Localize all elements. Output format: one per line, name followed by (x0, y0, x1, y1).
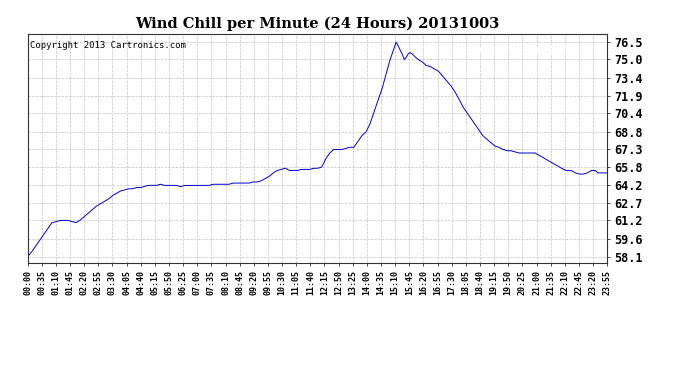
Title: Wind Chill per Minute (24 Hours) 20131003: Wind Chill per Minute (24 Hours) 2013100… (135, 17, 500, 31)
Text: Copyright 2013 Cartronics.com: Copyright 2013 Cartronics.com (30, 40, 186, 50)
